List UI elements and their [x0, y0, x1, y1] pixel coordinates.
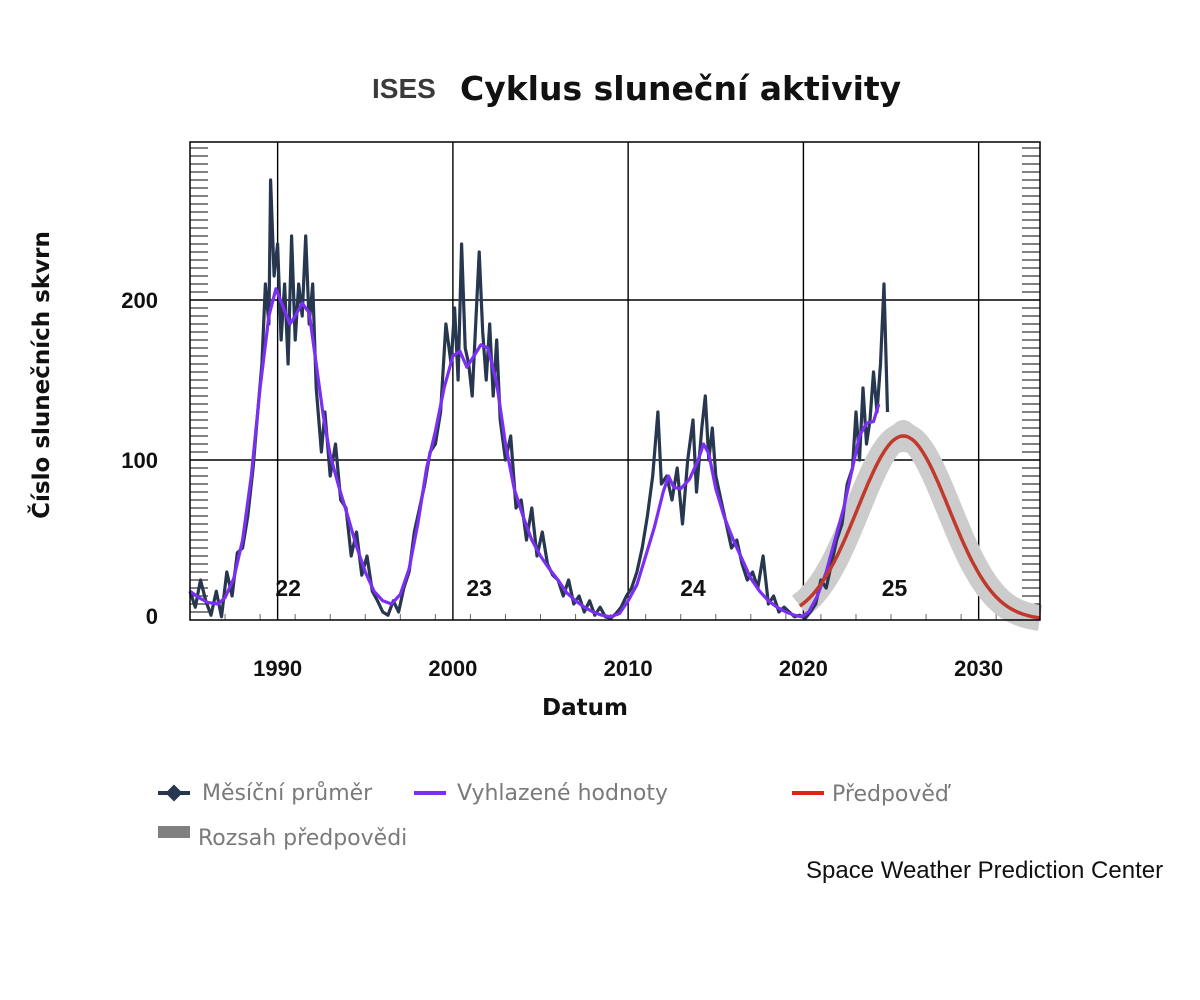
- x-tick-label: 2010: [604, 656, 653, 681]
- plot-background: [190, 142, 1040, 620]
- cycle-label: 25: [882, 575, 908, 601]
- cycle-label: 23: [466, 575, 492, 601]
- series-line-prediction: [798, 434, 1041, 620]
- legend-item-monthly: Měsíční průměr: [158, 781, 373, 806]
- legend-smoothed-label: Vyhlazené hodnoty: [457, 781, 668, 806]
- series-layer: [188, 178, 1041, 621]
- cycle-labels: 22 23 24 25: [275, 575, 907, 601]
- legend-prediction-label: Předpověď: [832, 782, 952, 807]
- prediction-range-area: [799, 420, 1040, 619]
- legend-item-range: Rozsah předpovědi: [158, 826, 407, 851]
- x-tick-label: 2000: [428, 656, 477, 681]
- legend-monthly-label: Měsíční průměr: [202, 781, 373, 806]
- plot-frame: [189, 141, 1041, 621]
- y-axis-title: Číslo slunečních skvrn: [27, 231, 55, 519]
- x-tick-label: 2030: [954, 656, 1003, 681]
- y-tick-label: 100: [121, 448, 158, 473]
- credit-text: Space Weather Prediction Center: [806, 857, 1163, 884]
- legend-item-smoothed: Vyhlazené hodnoty: [414, 781, 668, 806]
- cycle-label: 24: [680, 575, 706, 601]
- y-tick-label: 200: [121, 288, 158, 313]
- x-tick-label: 1990: [253, 656, 302, 681]
- y-tick-label: 0: [146, 604, 158, 629]
- series-line-smoothed: [189, 287, 881, 619]
- legend-range-label: Rozsah předpovědi: [198, 826, 407, 851]
- legend-range-swatch: [158, 826, 190, 838]
- y-axis-ticks: 0 100 200: [121, 288, 158, 629]
- legend-item-prediction: Předpověď: [792, 782, 952, 807]
- diamond-marker-icon: [165, 784, 183, 802]
- chart-title: Cyklus sluneční aktivity: [460, 69, 901, 108]
- x-axis-ticks: 1990 2000 2010 2020 2030: [253, 656, 1003, 681]
- x-tick-label: 2020: [779, 656, 828, 681]
- cycle-label: 22: [275, 575, 301, 601]
- legend: Měsíční průměr Vyhlazené hodnoty Předpov…: [158, 781, 952, 851]
- plot-area: [188, 141, 1052, 631]
- minor-ticks: [189, 147, 1040, 620]
- x-axis-title: Datum: [542, 695, 628, 721]
- chart-title-prefix: ISES: [372, 73, 436, 104]
